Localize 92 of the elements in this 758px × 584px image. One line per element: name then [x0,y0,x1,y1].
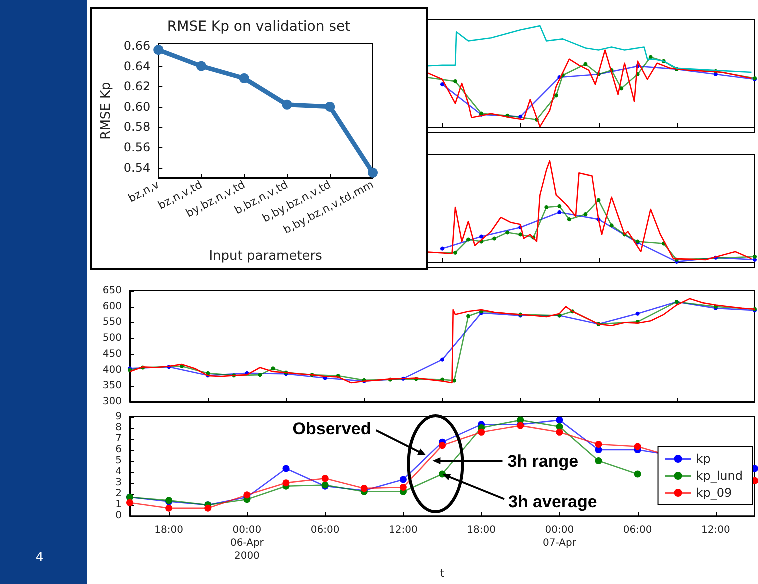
point [154,45,164,56]
y-tick-label: 600 [102,301,122,312]
y-tick-label: 3 [116,478,122,489]
y-tick-label: 0 [116,510,122,522]
x-tick-label: 00:00 07-Apr [542,525,578,550]
point [558,210,562,215]
point [595,458,602,465]
legend-label: kp [696,452,711,466]
point [596,198,601,202]
y-tick-label: 450 [102,348,122,360]
point [506,230,510,235]
point [634,443,642,450]
y-tick-label: 550 [102,317,122,328]
point [518,114,523,119]
point [204,504,212,512]
chart-title: RMSE Kp on validation set [167,19,352,35]
point [440,246,444,251]
x-tick-label: 06:00 [310,525,340,536]
point [584,212,588,217]
y-tick-label: 6 [116,444,122,456]
annotation: Observed [292,420,372,439]
point [239,74,250,84]
y-tick-label: 8 [116,422,122,434]
point [368,168,378,178]
point [567,218,572,222]
point [554,94,558,98]
point [518,232,523,237]
y-tick-label: 350 [102,380,122,392]
point [558,204,562,208]
y-tick-label: 0.64 [124,59,151,74]
y-tick-label: 1 [116,500,122,511]
x-tick-label: 06:00 [623,525,652,536]
y-tick-label: 650 [102,286,122,296]
point [556,416,564,424]
y-tick-label: 0.58 [124,120,151,134]
point [440,82,444,87]
point [166,504,173,512]
point [439,442,446,450]
legend-label: kp_09 [696,486,732,500]
point [753,254,757,259]
x-tick-label: 18:00 [467,525,496,536]
x-axis-title: t [440,567,446,580]
point [400,484,407,491]
point [480,234,484,239]
point [636,312,640,316]
point [322,475,329,482]
point [206,371,210,376]
y-tick-label: 500 [102,333,122,344]
point [584,62,588,66]
y-tick-label: 2 [116,488,122,500]
point [466,238,471,242]
point [325,102,336,112]
point [466,314,471,318]
point [271,366,276,371]
y-tick-label: 5 [116,456,122,467]
y-tick-label: 7 [116,434,122,445]
annotation: 3h average [508,492,598,512]
x-tick-label: 18:00 [154,525,184,536]
x-axis-title: Input parameters [209,249,323,264]
annotation: 3h range [508,452,579,472]
y-tick-label: 9 [116,412,122,422]
point [595,441,602,448]
point [282,480,290,487]
point [454,250,458,255]
point [196,61,206,72]
point [634,470,642,478]
y-tick-label: 0.62 [124,80,151,94]
x-tick-label: 00:00 06-Apr 2000 [230,525,265,562]
text: 4 [36,550,44,564]
point [282,100,292,110]
point [478,428,486,436]
point [610,224,614,228]
point [258,373,262,378]
point [492,236,497,241]
y-tick-label: 0.54 [124,160,151,175]
point [454,80,458,84]
y-tick-label: 0.60 [124,100,151,114]
x-tick-label: 12:00 [389,525,418,536]
y-tick-label: 400 [102,364,122,376]
point [400,476,407,484]
point [126,499,134,506]
y-tick-label: 4 [116,466,122,478]
point [282,465,290,472]
point [556,428,564,436]
y-tick-label: 0.56 [124,140,151,155]
point [440,358,444,362]
y-axis-title: RMSE Kp [99,82,114,140]
y-tick-label: 0.66 [124,39,151,54]
legend-label: kp_lund [696,469,744,483]
x-tick-label: 12:00 [702,525,730,536]
point [544,205,549,210]
y-tick-label: 300 [102,396,122,408]
